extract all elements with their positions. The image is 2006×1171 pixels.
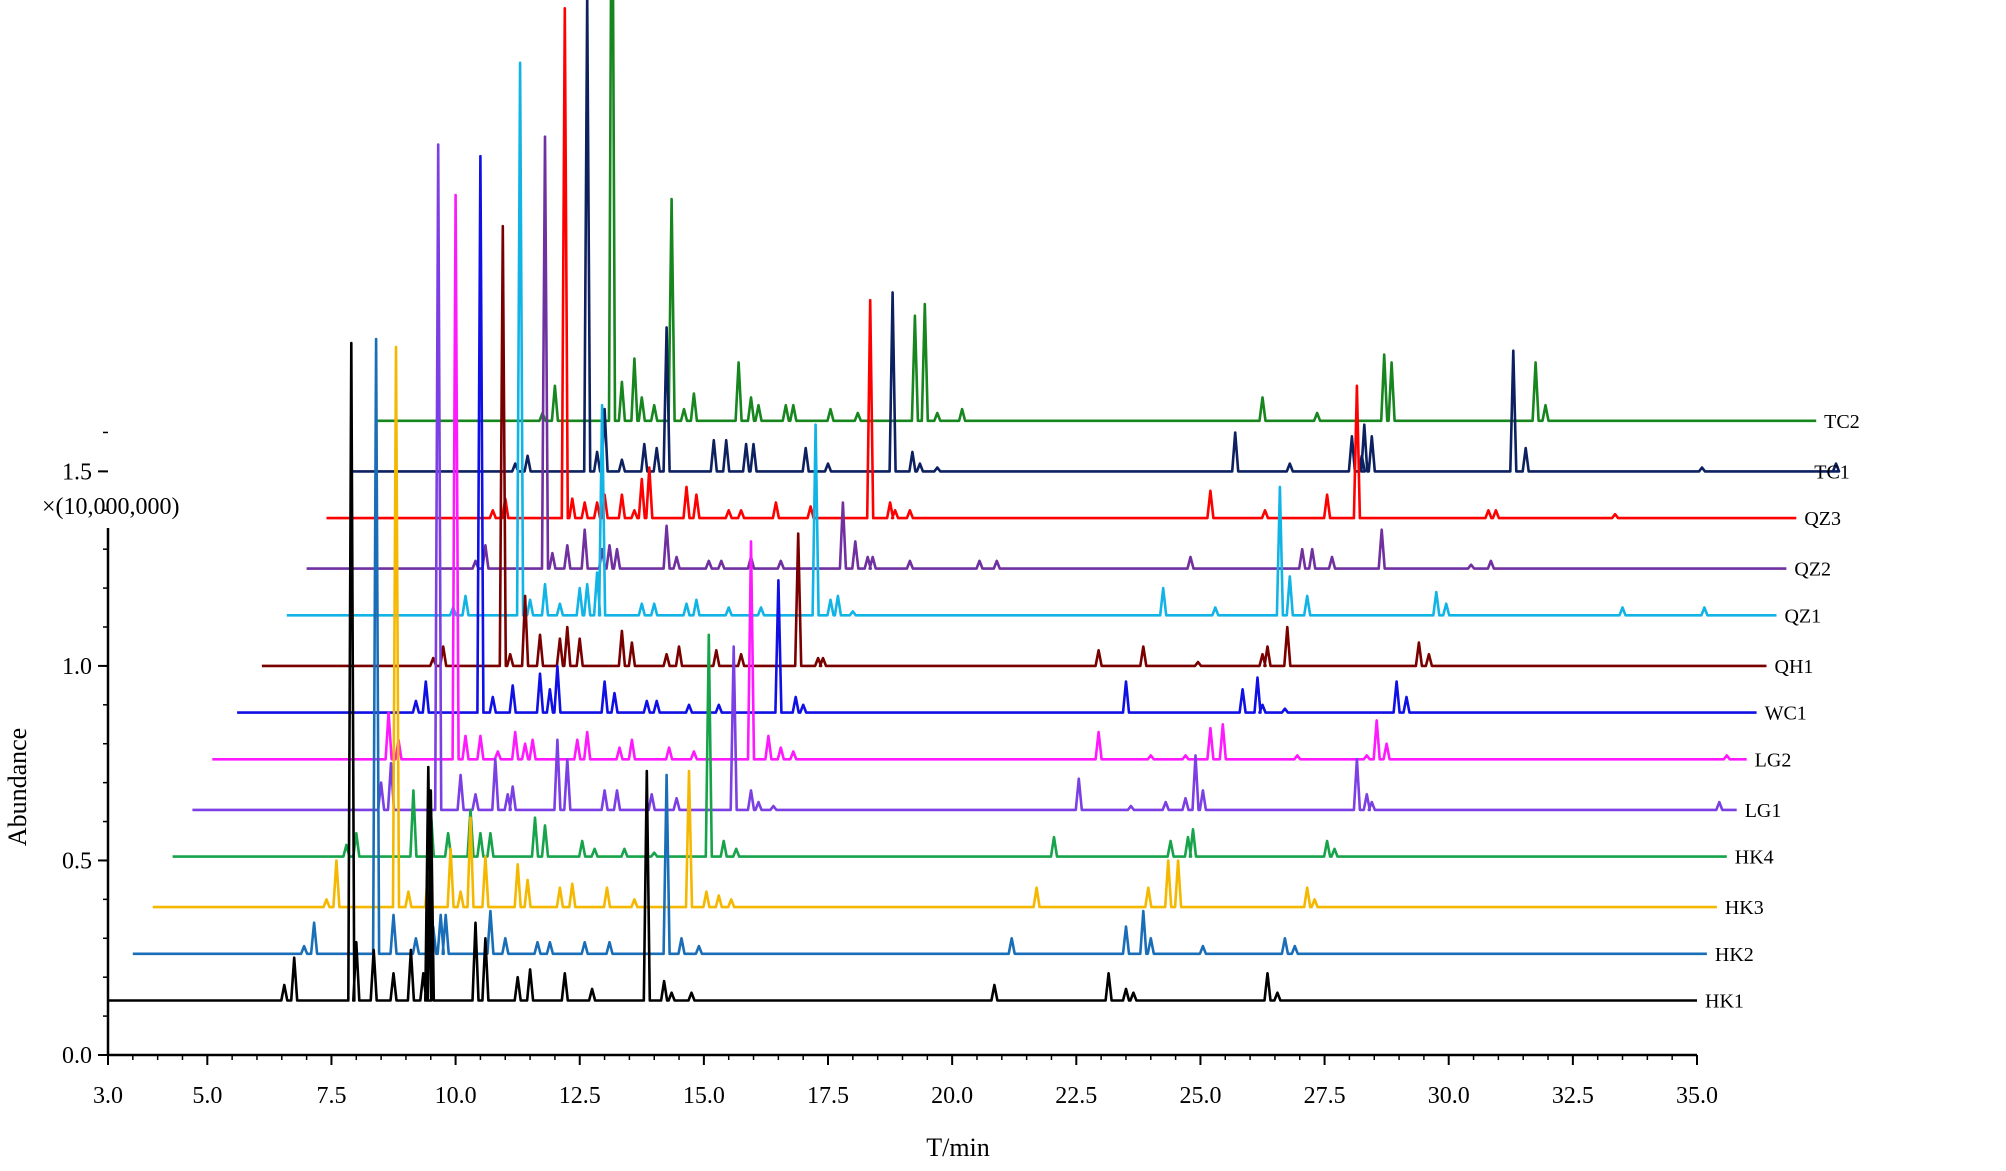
trace-line-hk1 [108,341,1697,1002]
trace-line-tc2 [376,0,1817,423]
trace-line-hk4 [172,633,1727,858]
x-tick-label: 20.0 [931,1083,973,1109]
trace-lg2: LG2 [212,193,1792,771]
trace-hk2: HK2 [132,337,1754,966]
y-tick-label: 0.0 [62,1043,92,1069]
series-label-hk4: HK4 [1735,847,1774,869]
x-tick-label: 25.0 [1179,1083,1221,1109]
x-tick-label: 3.0 [93,1083,123,1109]
x-tick-label: 35.0 [1676,1083,1718,1109]
series-label-wc1: WC1 [1765,703,1807,725]
x-tick-label: 27.5 [1304,1083,1346,1109]
trace-qz2: QZ2 [306,135,1831,581]
series-label-tc1: TC1 [1814,461,1850,483]
series-label-qh1: QH1 [1775,656,1814,678]
y-axis-ticks: 0.0 0.5 1.0 1.5 [62,431,108,1069]
trace-line-qz2 [306,135,1787,570]
series-label-qz2: QZ2 [1794,559,1831,581]
x-tick-label: 32.5 [1552,1083,1594,1109]
trace-wc1: WC1 [237,154,1807,725]
y-tick-label: 1.0 [62,654,92,680]
trace-line-qz1 [286,61,1777,617]
trace-line-tc1 [351,0,1841,473]
x-axis-title: T/min [926,1133,990,1162]
x-tick-label: 12.5 [559,1083,601,1109]
trace-tc2: TC2 [376,0,1860,433]
trace-line-lg2 [212,193,1747,761]
x-tick-label: 30.0 [1428,1083,1470,1109]
trace-line-hk2 [132,337,1707,956]
series-label-hk1: HK1 [1705,991,1744,1013]
series-label-qz1: QZ1 [1784,605,1821,627]
trace-hk1: HK1 [108,341,1744,1013]
x-tick-label: 10.0 [435,1083,477,1109]
series-label-hk3: HK3 [1725,897,1764,919]
y-axis-title: Abundance [3,728,32,846]
trace-hk3: HK3 [152,345,1764,919]
series-label-qz3: QZ3 [1804,508,1841,530]
trace-hk4: HK4 [172,633,1774,869]
x-axis-ticks: 3.0 5.0 7.5 10.0 12.5 15.0 17.5 20.0 22.5 25.0 27.… [93,1055,1718,1109]
trace-lg1: LG1 [192,143,1782,822]
x-tick-label: 15.0 [683,1083,725,1109]
x-tick-label: 22.5 [1055,1083,1097,1109]
axes: 3.0 5.0 7.5 10.0 12.5 15.0 17.5 20.0 22.5 25.0 27.… [62,431,1718,1109]
x-tick-label: 5.0 [192,1083,222,1109]
y-tick-label: 1.5 [62,459,92,485]
trace-line-wc1 [237,154,1757,714]
chromatogram-traces: TC2 TC1 QZ3 QZ2 QZ1 QH1 WC1 LG2 LG1 HK4 HK3 HK2 HK1 [108,0,1860,1013]
y-multiplier-label: ×(10,000,000) [42,494,180,520]
trace-qh1: QH1 [261,224,1814,678]
x-tick-label: 7.5 [316,1083,346,1109]
trace-line-qz3 [326,7,1797,520]
trace-qz3: QZ3 [326,7,1841,530]
trace-line-hk3 [152,345,1717,909]
series-label-lg1: LG1 [1745,800,1782,822]
trace-line-qh1 [261,224,1767,668]
series-label-hk2: HK2 [1715,944,1754,966]
y-tick-label: 0.5 [62,848,92,874]
series-label-lg2: LG2 [1755,749,1792,771]
x-tick-label: 17.5 [807,1083,849,1109]
series-label-tc2: TC2 [1824,411,1860,433]
trace-qz1: QZ1 [286,61,1821,627]
trace-tc1: TC1 [351,0,1850,483]
